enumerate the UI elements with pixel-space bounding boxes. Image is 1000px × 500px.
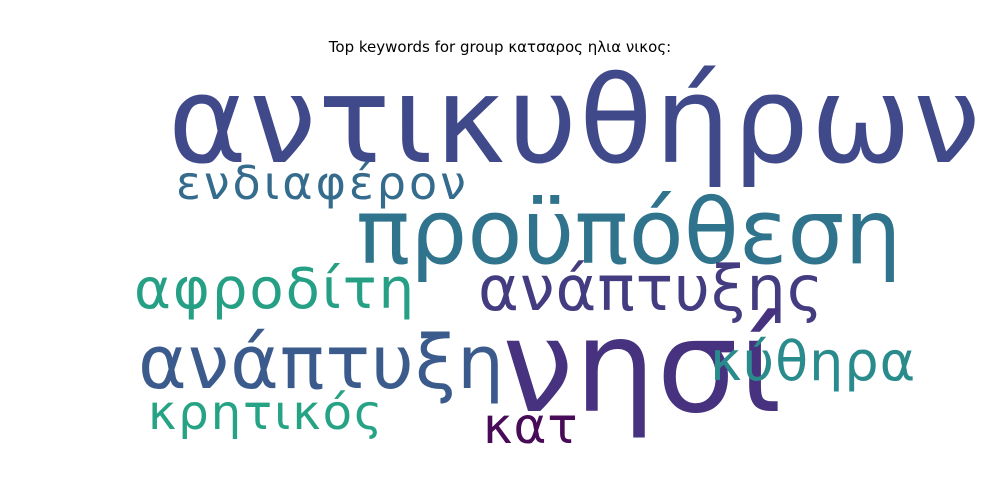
cloud-word: ανάπτυξης xyxy=(478,252,825,325)
cloud-word: αφροδίτη xyxy=(134,257,417,322)
figure-title: Top keywords for group κατσαρος ηλια νικ… xyxy=(328,38,672,56)
cloud-word: κρητικός xyxy=(148,385,385,441)
cloud-word: νησί xyxy=(502,293,784,442)
cloud-word: αντικυθήρων xyxy=(168,52,983,191)
cloud-word: κατ xyxy=(483,397,579,455)
cloud-word: ανάπτυξη xyxy=(138,320,505,406)
cloud-word: προϋπόθεση xyxy=(356,180,902,285)
cloud-word: ενδιαφέρον xyxy=(176,156,469,210)
cloud-word: κύθηρα xyxy=(710,330,917,393)
